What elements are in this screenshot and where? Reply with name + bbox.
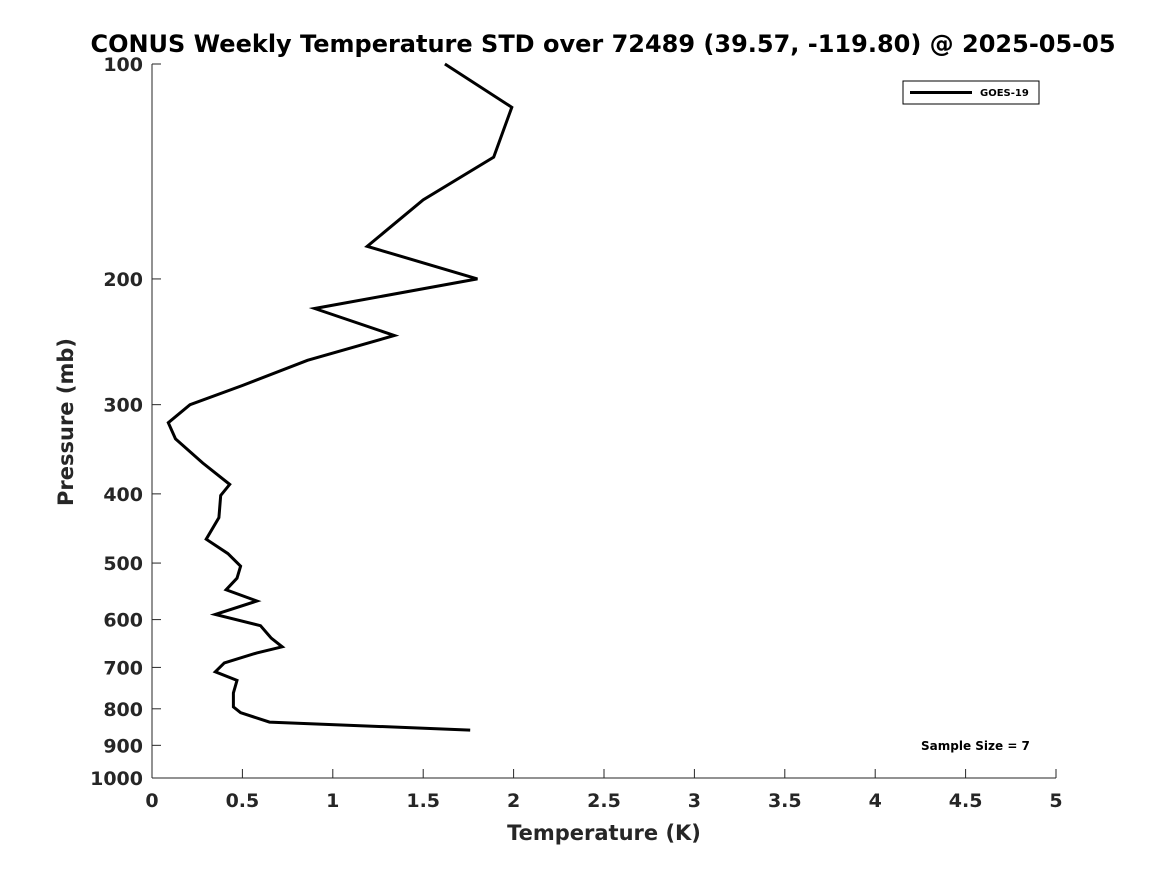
x-tick-label: 4.5 — [949, 790, 983, 812]
y-tick-label: 500 — [103, 553, 143, 575]
y-tick-label: 200 — [103, 269, 143, 291]
x-tick-label: 2 — [507, 790, 520, 812]
series-layer — [166, 62, 514, 732]
y-tick-label: 300 — [103, 395, 143, 417]
series-line-goes-19 — [166, 62, 514, 732]
plot-axes — [151, 64, 1056, 779]
chart-title: CONUS Weekly Temperature STD over 72489 … — [90, 30, 1115, 58]
x-tick-label: 0 — [145, 790, 158, 812]
y-ticks: 100 200 300 400 500 600 700 800 900 1000 — [90, 54, 161, 790]
sample-size-annotation: Sample Size = 7 — [921, 739, 1030, 753]
y-tick-label: 400 — [103, 484, 143, 506]
x-tick-label: 4 — [869, 790, 882, 812]
x-tick-label: 1 — [326, 790, 339, 812]
y-tick-label: 700 — [103, 657, 143, 679]
x-ticks: 0 0.5 1 1.5 2 2.5 3 3.5 4 4.5 5 — [145, 769, 1063, 812]
x-tick-label: 5 — [1049, 790, 1062, 812]
legend-label-goes-19: GOES-19 — [980, 88, 1029, 99]
y-tick-label: 100 — [103, 54, 143, 76]
x-tick-label: 3 — [688, 790, 701, 812]
y-tick-label: 1000 — [90, 768, 143, 790]
y-tick-label: 900 — [103, 735, 143, 757]
x-tick-label: 1.5 — [406, 790, 440, 812]
y-tick-label: 800 — [103, 699, 143, 721]
x-tick-label: 2.5 — [587, 790, 621, 812]
y-tick-label: 600 — [103, 610, 143, 632]
x-tick-label: 3.5 — [768, 790, 802, 812]
y-axis-label: Pressure (mb) — [54, 338, 78, 506]
x-axis-label: Temperature (K) — [507, 821, 701, 845]
x-tick-label: 0.5 — [226, 790, 260, 812]
legend: GOES-19 — [902, 80, 1040, 105]
